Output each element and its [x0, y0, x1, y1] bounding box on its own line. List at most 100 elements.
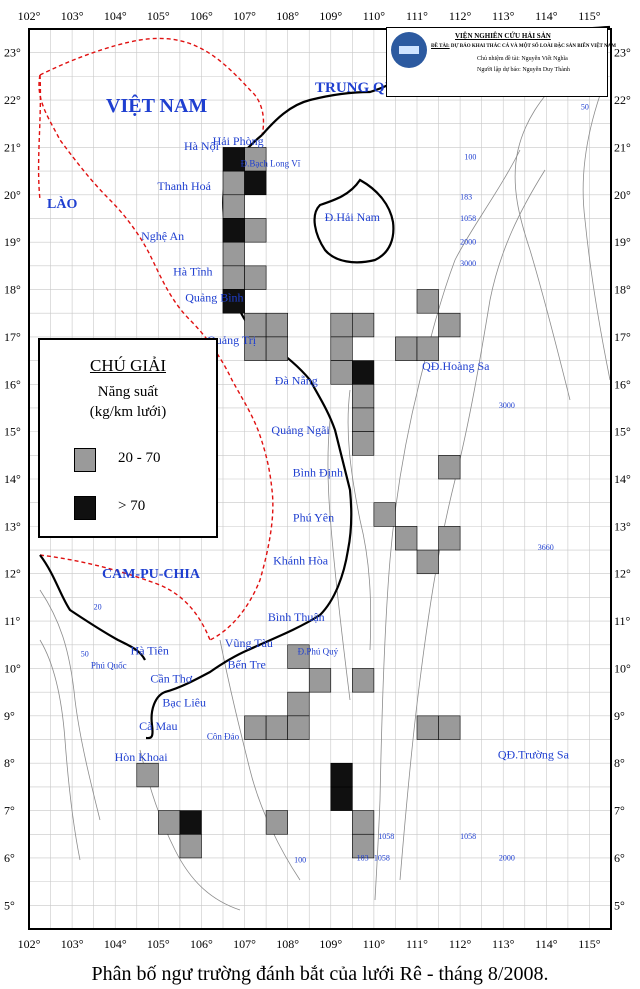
- lon-label-bottom: 106°: [190, 937, 213, 951]
- isobath-label: 100: [464, 152, 476, 161]
- lat-label-left: 5°: [4, 898, 15, 912]
- fishing-cell-medium: [438, 526, 461, 551]
- place-label: Nghệ An: [141, 229, 184, 243]
- isobath-label: 183: [357, 853, 369, 862]
- place-label: Đ.Hải Nam: [325, 210, 381, 224]
- legend-title: CHÚ GIẢI: [89, 356, 167, 375]
- fishing-cell-medium: [438, 715, 461, 740]
- lon-label-bottom: 104°: [104, 937, 127, 951]
- island-label: Côn Đảo: [207, 732, 240, 742]
- lon-label-top: 109°: [319, 9, 342, 23]
- place-label: Bạc Liêu: [162, 695, 206, 709]
- map-frame: [28, 28, 612, 930]
- lon-label-bottom: 113°: [492, 937, 515, 951]
- fishing-cell-medium: [395, 526, 418, 551]
- isobath-label: 2000: [460, 238, 476, 247]
- fishing-cell-medium: [330, 336, 353, 361]
- fishing-cell-high: [179, 810, 202, 835]
- legend-swatch-high: [74, 496, 96, 520]
- fishing-cell-medium: [158, 810, 181, 835]
- isobath-label: 1058: [460, 832, 476, 841]
- fishing-cell-high: [330, 786, 353, 811]
- place-label: Hà Tĩnh: [173, 264, 212, 278]
- fishing-cell-medium: [373, 502, 396, 527]
- lat-label-right: 10°: [614, 661, 631, 675]
- place-label: Hải Phòng: [213, 134, 264, 148]
- fishing-cell-medium: [416, 715, 439, 740]
- isobath-label: 3000: [499, 401, 515, 410]
- place-label: Quảng Trị: [207, 333, 257, 347]
- fishing-cells: [136, 147, 461, 859]
- lat-label-left: 22°: [4, 93, 21, 107]
- lat-label-left: 19°: [4, 235, 21, 249]
- project-prefix: ĐỀ TÀI:: [431, 44, 450, 49]
- fishing-cell-medium: [287, 691, 310, 717]
- fishing-cell-medium: [287, 715, 310, 740]
- lat-label-left: 6°: [4, 851, 15, 865]
- lat-label-right: 15°: [614, 425, 631, 439]
- place-label: Đà Nẵng: [275, 373, 318, 387]
- place-label: Cà Mau: [139, 719, 177, 733]
- institute-name: VIỆN NGHIÊN CỨU HẢI SẢN: [455, 32, 551, 40]
- isobath-label: 1058: [460, 214, 476, 223]
- map-grid: [28, 28, 612, 930]
- lon-label-top: 114°: [535, 9, 558, 23]
- lat-label-left: 21°: [4, 140, 21, 154]
- forecaster: Người lập dự báo: Nguyễn Duy Thành: [477, 67, 570, 73]
- lon-label-top: 112°: [449, 9, 472, 23]
- place-label: Hòn Khoai: [115, 750, 169, 764]
- place-label: Hà Tiên: [131, 643, 169, 657]
- lat-label-right: 18°: [614, 283, 631, 297]
- fishing-cell-medium: [265, 312, 288, 338]
- fishing-ground-map: 102° 102° 103° 103° 104° 104° 105° 105° 106° 106°…: [4, 9, 631, 951]
- isobath-label: 183: [460, 193, 472, 202]
- isobath-label: 2000: [499, 853, 515, 862]
- lat-label-right: 21°: [614, 140, 631, 154]
- place-label: Vũng Tàu: [225, 636, 273, 650]
- lat-label-left: 17°: [4, 330, 21, 344]
- fishing-cell-medium: [265, 810, 288, 835]
- lat-label-right: 9°: [614, 709, 625, 723]
- lon-label-top: 106°: [190, 9, 213, 23]
- isobath-label: 50: [81, 650, 89, 659]
- place-label: Phú Yên: [293, 511, 334, 525]
- fishing-cell-medium: [352, 383, 375, 409]
- fishing-cell-medium: [308, 668, 332, 693]
- fishing-cell-medium: [416, 549, 439, 575]
- lat-label-right: 17°: [614, 330, 631, 344]
- lon-label-bottom: 112°: [449, 937, 472, 951]
- place-label: Bình Định: [293, 466, 343, 480]
- fishing-cell-medium: [416, 289, 439, 314]
- lon-label-bottom: 107°: [233, 937, 256, 951]
- fishing-cell-medium: [222, 170, 245, 196]
- project-title: DỰ BÁO KHAI THÁC CÁ VÀ MỘT SỐ LOÀI ĐẶC S…: [450, 44, 616, 49]
- place-label: Thanh Hoá: [157, 179, 211, 193]
- lon-label-bottom: 105°: [147, 937, 170, 951]
- lon-label-bottom: 109°: [319, 937, 342, 951]
- project-label: ĐỀ TÀI: DỰ BÁO KHAI THÁC CÁ VÀ MỘT SỐ LO…: [431, 44, 616, 49]
- island-label: Phú Quốc: [91, 660, 127, 670]
- fishing-cell-medium: [330, 312, 353, 338]
- lat-label-right: 8°: [614, 756, 625, 770]
- project-leader: Chủ nhiệm đề tài: Nguyễn Viết Nghĩa: [477, 56, 568, 62]
- lon-label-top: 110°: [363, 9, 386, 23]
- fishing-cell-medium: [265, 336, 288, 361]
- fishing-cell-medium: [136, 762, 159, 788]
- lat-label-right: 13°: [614, 519, 631, 533]
- lon-label-top: 104°: [104, 9, 127, 23]
- map-caption: Phân bố ngư trường đánh bắt của lưới Rê …: [91, 963, 549, 985]
- lat-label-left: 11°: [4, 614, 21, 628]
- fishing-cell-medium: [244, 715, 267, 740]
- lat-label-right: 12°: [614, 567, 631, 581]
- map-legend: CHÚ GIẢI Năng suất (kg/km lưới) 20 - 70 …: [38, 338, 218, 538]
- place-label: Quảng Ngãi: [271, 423, 330, 437]
- fishing-cell-medium: [438, 312, 461, 338]
- island-label: Đ.Phú Quý: [298, 646, 339, 656]
- lat-label-right: 7°: [614, 804, 625, 818]
- lat-label-right: 6°: [614, 851, 625, 865]
- lon-label-bottom: 111°: [406, 937, 428, 951]
- country-label-laos: LÀO: [47, 195, 77, 212]
- fishing-cell-medium: [222, 241, 245, 267]
- lon-label-bottom: 103°: [61, 937, 84, 951]
